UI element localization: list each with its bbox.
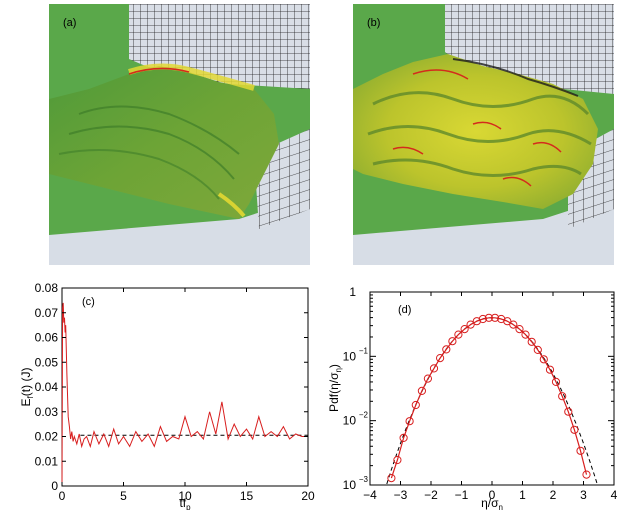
chart-d-ytick-label: 1: [349, 285, 356, 299]
chart-d-ytick-label: 10: [343, 478, 357, 492]
chart-d-panel-label: (d): [398, 304, 411, 316]
chart-c-ytick-label: 0.03: [35, 405, 59, 419]
chart-d-xtick-label: 2: [550, 488, 557, 502]
chart-d-data-point: [436, 354, 445, 363]
chart-panel-c: 0 5 10 15 20 0 0.01 0.02 0.03 0.04 0.05 0.06 0.07 0.0…: [0, 280, 320, 512]
chart-d-data-point: [521, 330, 530, 339]
chart-d-data-point: [448, 337, 457, 346]
chart-d-xtick-label: 1: [519, 488, 526, 502]
chart-c-xtick-label: 15: [240, 489, 254, 503]
chart-d-xtick-label: 0: [489, 488, 496, 502]
chart-d-data-point: [411, 400, 420, 410]
chart-d-ytick-exponent: −2: [359, 411, 369, 420]
chart-d-data-point: [387, 474, 396, 483]
chart-c-ytick-label: 0.06: [35, 331, 59, 345]
chart-c-xtick-label: 0: [59, 489, 66, 503]
chart-c-ytick-label: 0.07: [35, 306, 59, 320]
chart-d-data-point: [442, 345, 451, 354]
chart-d-xtick-label: −2: [424, 488, 438, 502]
render-a-floor: [49, 196, 310, 265]
chart-c-xtick-label: 20: [301, 489, 315, 503]
chart-d-data-point: [454, 330, 463, 339]
chart-c-ytick-label: 0.02: [35, 430, 59, 444]
chart-d-data-point: [564, 407, 573, 416]
chart-d-ytick-label: 10: [343, 349, 357, 363]
chart-d-data-point: [533, 345, 542, 355]
chart-d-data-point: [527, 337, 536, 346]
chart-d-data-point: [405, 417, 414, 426]
render-b-image: (b): [353, 4, 614, 265]
chart-d-data-point: [551, 377, 561, 387]
render-b-floor: [353, 196, 614, 265]
render-b-label: (b): [367, 17, 380, 29]
chart-d-data-point: [509, 320, 518, 329]
chart-d-data-point: [570, 425, 579, 434]
chart-d-series-line: [390, 317, 588, 479]
chart-d-data-point: [429, 364, 439, 373]
chart-c-frame: [61, 287, 309, 487]
render-a-label: (a): [63, 17, 76, 29]
chart-d-data-point: [399, 433, 408, 442]
chart-c-svg: 0 5 10 15 20 0 0.01 0.02 0.03 0.04 0.05 0.06 0.07 0.0…: [19, 281, 315, 512]
chart-d-data-point: [423, 374, 433, 383]
chart-d-ylabel: Pdf(η/ση): [327, 364, 343, 412]
chart-c-ytick-label: 0.05: [35, 355, 59, 369]
chart-c-xtick-label: 10: [178, 489, 192, 503]
chart-d-data-point: [545, 365, 555, 374]
chart-d-data-point: [515, 325, 524, 334]
render-a-water-surface: [49, 66, 279, 219]
chart-d-data-point: [582, 470, 591, 479]
chart-d-data-point: [503, 317, 512, 326]
chart-c-xtick-label: 5: [120, 489, 127, 503]
chart-d-data-point: [576, 446, 585, 455]
chart-c-panel-label: (c): [82, 296, 95, 308]
chart-d-ytick-exponent: −3: [359, 475, 369, 484]
chart-d-gaussian-reference: [386, 317, 598, 485]
chart-d-ytick-exponent: −1: [359, 346, 369, 355]
chart-d-data-point: [558, 392, 567, 401]
chart-d-data-point: [478, 314, 487, 324]
chart-c-xlabel: tfp: [179, 496, 191, 510]
chart-d-xtick-label: −4: [363, 488, 377, 502]
chart-d-xlabel: η/ση: [481, 496, 503, 510]
chart-d-data-point: [539, 355, 548, 364]
chart-d-xtick-label: 3: [580, 488, 587, 502]
render-panel-b: (b): [353, 4, 614, 265]
chart-d-data-point: [393, 455, 402, 465]
chart-c-ytick-label: 0.08: [35, 281, 59, 295]
chart-d-data-point: [417, 386, 427, 396]
chart-c-ytick-label: 0.01: [35, 454, 59, 468]
chart-d-ytick-label: 10: [343, 414, 357, 428]
render-a-image: (a): [49, 4, 310, 265]
chart-d-data-point: [460, 325, 469, 334]
chart-panel-d: −4 −3 −2 −1 0 1 2 3 4 10 −3 10 −2 10 −1 1 (d) η/ση Pdf(…: [318, 280, 630, 512]
chart-c-ytick-label: 0.04: [35, 380, 59, 394]
chart-d-data-point: [490, 313, 500, 322]
chart-d-svg: −4 −3 −2 −1 0 1 2 3 410 −310 −210 −11 (d) η/ση Pdf(…: [327, 285, 618, 512]
chart-d-xtick-label: −3: [394, 488, 408, 502]
chart-d-data-point: [484, 313, 493, 322]
chart-d-xtick-label: −1: [455, 488, 469, 502]
chart-c-ylabel: Ef(t) (J): [19, 368, 35, 407]
chart-c-series-line: [61, 302, 308, 487]
chart-d-frame: [369, 291, 615, 486]
chart-d-data-point: [466, 320, 475, 329]
chart-c-ytick-label: 0: [51, 479, 58, 493]
render-panel-a: (a): [49, 4, 310, 265]
chart-d-xtick-label: 4: [611, 488, 618, 502]
